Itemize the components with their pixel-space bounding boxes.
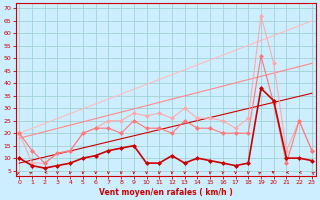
X-axis label: Vent moyen/en rafales ( km/h ): Vent moyen/en rafales ( km/h ) (99, 188, 232, 197)
